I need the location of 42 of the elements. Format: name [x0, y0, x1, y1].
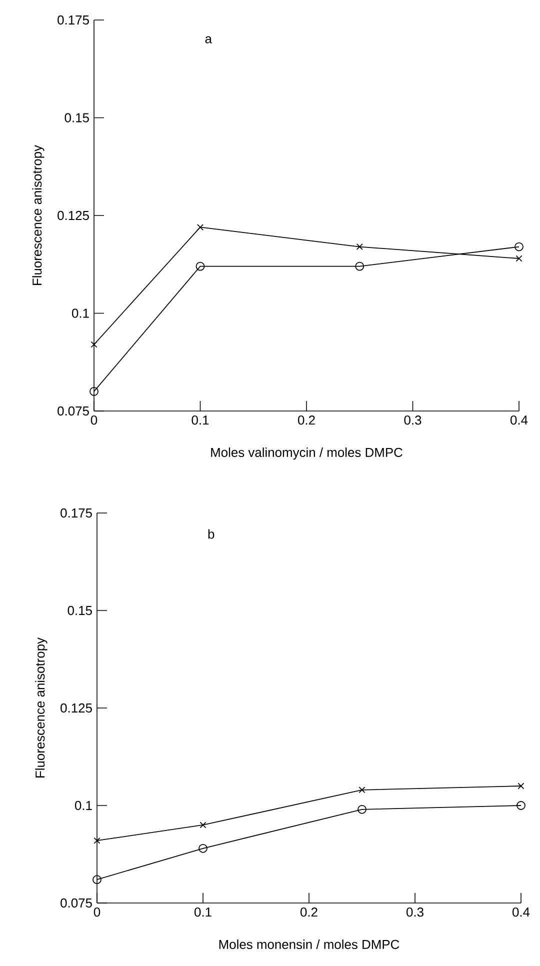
y-tick-label: 0.1 — [72, 308, 89, 318]
y-axis-title: Fluorescence anisotropy — [32, 144, 44, 285]
x-axis-title: Moles valinomycin / moles DMPC — [211, 448, 402, 460]
annotation: b — [208, 529, 214, 539]
y-tick-label: 0.125 — [60, 703, 92, 713]
point — [90, 386, 98, 396]
y-tick-label: 0.075 — [58, 406, 89, 416]
point — [356, 243, 363, 250]
x-tick-label: 0.3 — [406, 908, 424, 917]
x-tick-label: 0.4 — [510, 416, 528, 425]
x-axis-title: Moles monensin / moles DMPC — [219, 940, 400, 950]
y-tick-label: 0.075 — [60, 898, 92, 908]
y-tick-label: 0.15 — [64, 113, 89, 122]
point — [90, 341, 98, 348]
x-tick-label: 0.1 — [194, 908, 212, 917]
point — [358, 786, 366, 794]
point — [516, 801, 526, 810]
point — [358, 804, 366, 814]
point — [198, 844, 208, 853]
annotation: a — [205, 36, 212, 44]
point — [94, 837, 100, 844]
x-tick-label: 0.2 — [300, 908, 318, 917]
point — [516, 255, 522, 262]
point — [514, 242, 524, 252]
y-tick-label: 0.1 — [74, 800, 92, 810]
y-tick-label: 0.175 — [60, 508, 92, 518]
point — [355, 262, 364, 271]
point — [196, 262, 205, 271]
point — [196, 224, 204, 230]
x-tick-label: 0 — [90, 416, 98, 425]
x-tick-label: 0.4 — [512, 908, 530, 917]
x-tick-label: 0 — [94, 908, 100, 917]
x-tick-label: 0.3 — [404, 416, 422, 425]
point — [200, 822, 206, 828]
y-axis-title: Fluorescence anisotropy — [35, 638, 48, 778]
point — [92, 875, 102, 884]
point — [518, 782, 524, 790]
x-tick-label: 0.1 — [192, 416, 209, 425]
y-tick-label: 0.15 — [68, 606, 92, 616]
y-tick-label: 0.175 — [58, 15, 89, 25]
y-tick-label: 0.125 — [58, 210, 89, 220]
x-tick-label: 0.2 — [298, 416, 315, 425]
